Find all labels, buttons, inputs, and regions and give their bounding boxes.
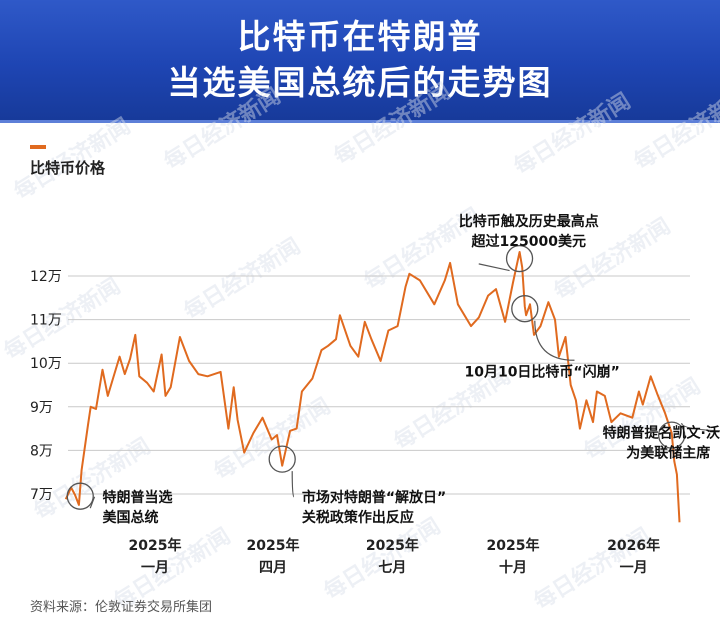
chart-title-line-1: 比特币在特朗普 bbox=[237, 17, 483, 56]
watermark-text: 每日经济新闻 bbox=[329, 78, 455, 170]
x-tick-label-month: 一月 bbox=[141, 560, 169, 576]
x-tick-label-month: 十月 bbox=[499, 559, 527, 576]
annotation-circle bbox=[505, 244, 534, 273]
watermark-text: 每日经济新闻 bbox=[159, 83, 285, 175]
legend-label: 比特币价格 bbox=[30, 159, 106, 177]
x-tick-label-year: 2025年 bbox=[366, 537, 419, 554]
annotation-circle bbox=[511, 295, 539, 323]
annotation-text: 市场对特朗普“解放日” bbox=[302, 489, 446, 506]
annotation-text: 为美联储主席 bbox=[626, 444, 710, 461]
annotation-leader bbox=[534, 320, 575, 361]
header-divider bbox=[0, 120, 720, 123]
annotation-text: 美国总统 bbox=[103, 509, 159, 526]
watermark-text: 每日经济新闻 bbox=[629, 83, 720, 175]
price-line bbox=[64, 251, 681, 523]
source-note: 资料来源：伦敦证券交易所集团 bbox=[30, 600, 213, 615]
y-tick-label: 12万 bbox=[30, 269, 62, 285]
annotation-leader bbox=[681, 422, 720, 432]
y-tick-label: 11万 bbox=[30, 313, 62, 329]
chart-title-line-2: 当选美国总统后的走势图 bbox=[167, 63, 553, 102]
annotation-text: 关税政策作出反应 bbox=[302, 509, 414, 526]
annotation-leader bbox=[478, 263, 510, 272]
annotation-leader bbox=[291, 471, 295, 498]
annotation-circle bbox=[66, 482, 94, 510]
x-tick-label-year: 2025年 bbox=[247, 537, 300, 554]
x-tick-label-month: 一月 bbox=[620, 560, 648, 576]
annotation-circle bbox=[658, 421, 686, 449]
y-tick-label: 9万 bbox=[30, 400, 53, 416]
y-tick-label: 7万 bbox=[30, 487, 53, 503]
annotation-text: 特朗普当选 bbox=[103, 489, 173, 506]
watermark-text: 每日经济新闻 bbox=[0, 273, 125, 365]
x-tick-label-month: 七月 bbox=[378, 560, 406, 576]
annotation-circle bbox=[268, 445, 296, 473]
y-tick-label: 10万 bbox=[30, 356, 62, 372]
legend: 比特币价格 bbox=[30, 145, 105, 178]
x-tick-label-month: 四月 bbox=[259, 560, 287, 576]
legend-swatch bbox=[30, 145, 46, 149]
annotation-leader bbox=[89, 496, 96, 509]
title-banner: 比特币在特朗普 当选美国总统后的走势图 bbox=[0, 0, 720, 120]
annotation-text: 10月10日比特币“闪崩” bbox=[464, 363, 619, 380]
x-tick-label-year: 2026年 bbox=[607, 537, 660, 554]
x-tick-label-year: 2025年 bbox=[487, 537, 540, 554]
annotation-text: 比特币触及历史最高点 bbox=[459, 213, 599, 230]
y-tick-label: 8万 bbox=[30, 443, 53, 459]
watermark-text: 每日经济新闻 bbox=[509, 88, 635, 180]
watermark-text: 每日经济新闻 bbox=[179, 233, 305, 325]
x-tick-label-year: 2025年 bbox=[129, 537, 182, 554]
annotation-text: 特朗普提名凯文·沃什 bbox=[603, 424, 720, 441]
annotation-text: 超过125000美元 bbox=[471, 233, 586, 250]
